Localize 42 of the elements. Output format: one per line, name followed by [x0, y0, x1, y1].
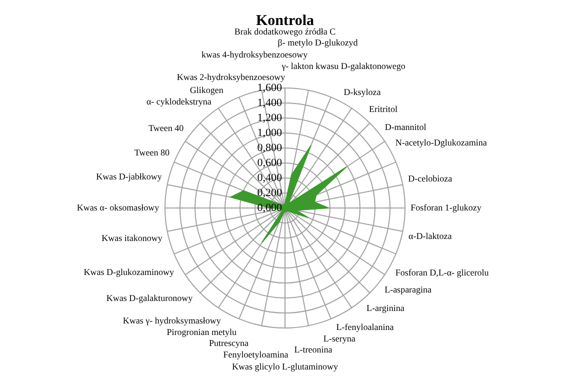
spoke-label: N-acetylo-Dglukozamina: [395, 138, 487, 148]
y-tick-label: 0,600: [257, 156, 282, 169]
spoke-label: Brak dodatkowego źródła C: [234, 26, 336, 36]
spoke-label: Kwas glicylo L-glutaminowy: [232, 361, 338, 372]
spoke-label: D-ksyloza: [344, 86, 381, 97]
chart-title: Kontrola: [256, 12, 315, 29]
spoke-label: Pirogronian metylu: [166, 327, 238, 338]
spoke-label: Eritritol: [369, 104, 398, 114]
spoke-label: Kwas D-glukozaminowy: [84, 267, 174, 278]
spoke-label: Glikogen: [190, 85, 224, 96]
spoke-label: Fosforan D,L-α- glicerolu: [395, 267, 490, 278]
y-tick-label: 1,400: [257, 96, 282, 109]
y-tick-label: 1,600: [257, 82, 282, 94]
spoke-label: Kwas γ- hydroksymasłowy: [122, 315, 222, 326]
y-tick-label: 0,400: [257, 172, 282, 184]
spoke-label: L-seryna: [323, 334, 356, 344]
spoke-label: D-mannitol: [384, 122, 427, 132]
spoke-label: kwas 4-hydroksybenzoesowy: [201, 49, 308, 60]
spoke-label: Kwas 2-hydroksybenzoesowy: [176, 72, 286, 82]
spoke-label: L-asparagina: [384, 284, 432, 295]
spoke-label: Kwas itakonowy: [102, 232, 163, 243]
spoke-label: Kwas α- oksomasłowy: [76, 202, 160, 212]
spoke-label: α- cyklodekstryna: [146, 96, 212, 106]
spoke-label: β- metylo D-glukozyd: [278, 38, 358, 48]
spoke-label: Putrescyna: [208, 338, 248, 348]
spoke-label: L-treonina: [294, 344, 332, 355]
spoke-label: α-D-laktoza: [408, 231, 452, 242]
spoke-label: Fenyloetyloamina: [223, 349, 288, 360]
spoke-label: Tween 80: [134, 147, 170, 158]
y-tick-label: 1,200: [257, 112, 282, 124]
spoke-label: Kwas D-galakturonowy: [106, 292, 194, 303]
spoke-label: L-fenyloalanina: [336, 322, 394, 332]
y-tick-label: 0,200: [257, 186, 282, 199]
y-tick-label: 1,000: [257, 126, 282, 139]
spoke-label: γ- lakton kwasu D-galaktonowego: [280, 61, 406, 72]
y-tick-label: 0,800: [257, 142, 282, 154]
spoke-label: Fosforan 1-glukozy: [410, 202, 482, 212]
spoke-label: D-celobioza: [408, 173, 452, 184]
y-tick-label: 0,000: [257, 202, 282, 214]
spoke-label: Kwas D-jabłkowy: [96, 171, 162, 182]
spoke-label: L-arginina: [366, 302, 404, 313]
spoke-label: Tween 40: [148, 122, 184, 133]
